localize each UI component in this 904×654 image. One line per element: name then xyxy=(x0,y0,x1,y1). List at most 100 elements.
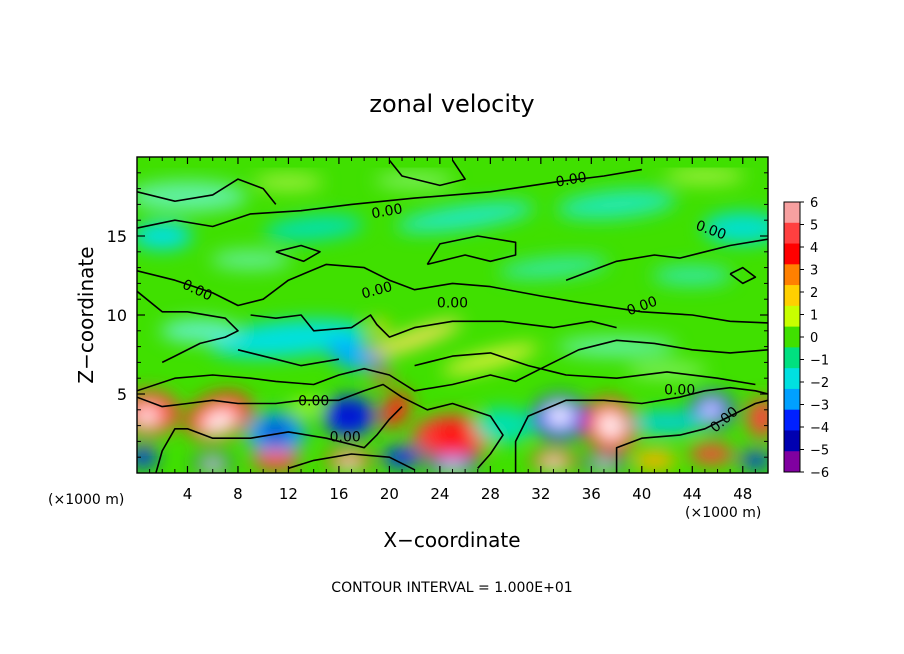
field-patch xyxy=(203,460,222,471)
x-tick-label: 44 xyxy=(683,485,702,503)
colorbar-swatch xyxy=(784,264,800,286)
contour-label: 0.00 xyxy=(370,201,403,222)
field-patch xyxy=(367,320,462,358)
x-tick-label: 48 xyxy=(733,485,752,503)
contour-line xyxy=(288,453,415,471)
colorbar-tick-label: 0 xyxy=(810,331,818,346)
field-patch xyxy=(556,336,677,357)
colorbar-swatch xyxy=(784,326,800,348)
colorbar-tick-label: −4 xyxy=(810,421,829,436)
zero-contours xyxy=(137,159,768,473)
field-patch xyxy=(291,400,324,413)
colorbar-tick-label: 6 xyxy=(810,196,818,211)
field-patch xyxy=(689,444,734,465)
x-tick-label: 8 xyxy=(233,485,243,503)
colorbar-swatch xyxy=(784,430,800,452)
velocity-field xyxy=(137,167,768,473)
y-tick-label: 10 xyxy=(107,306,127,325)
field-patch xyxy=(702,212,768,245)
x-tick-label: 32 xyxy=(531,485,550,503)
x-tick-label: 16 xyxy=(329,485,348,503)
colorbar-tick-label: 5 xyxy=(810,219,818,234)
field-patch xyxy=(253,174,324,191)
y-tick-label: 5 xyxy=(117,385,127,404)
field-patch xyxy=(326,338,377,371)
contour-line xyxy=(237,349,340,367)
contour-line xyxy=(155,406,403,473)
colorbar-swatch xyxy=(784,388,800,411)
field-patch xyxy=(261,421,290,442)
contour-line xyxy=(426,235,517,266)
field-patch xyxy=(137,180,248,213)
field-patch xyxy=(627,410,708,435)
field-patch xyxy=(597,412,623,440)
contour-line xyxy=(137,168,642,229)
x-unit-left: (×1000 m) xyxy=(48,492,124,508)
field-patch xyxy=(652,265,733,286)
contour-line xyxy=(615,399,768,473)
field-patch xyxy=(137,222,193,250)
contour-line xyxy=(137,290,239,364)
field-patch xyxy=(430,421,475,446)
field-patch xyxy=(339,458,360,469)
field-patch xyxy=(747,397,768,438)
contour-line xyxy=(514,386,768,473)
field-patch xyxy=(251,450,300,471)
colorbar-swatch xyxy=(784,409,800,431)
field-patch xyxy=(137,408,160,425)
colorbar-tick-label: −1 xyxy=(810,354,829,369)
colorbar-swatch xyxy=(784,347,800,369)
colorbar-tick-label: 3 xyxy=(810,264,818,279)
x-tick-label: 4 xyxy=(183,485,193,503)
y-tick-label: 15 xyxy=(107,227,127,246)
colorbar-tick-label: 2 xyxy=(810,286,818,301)
contour-line xyxy=(137,178,277,205)
contour-line xyxy=(250,314,617,338)
colorbar-swatch xyxy=(784,285,800,307)
field-patch xyxy=(137,447,158,468)
colorbar-swatch xyxy=(784,305,800,328)
contour-line xyxy=(388,159,466,187)
field-patch xyxy=(632,450,677,471)
field-patch xyxy=(210,249,291,270)
colorbar-tick-label: −2 xyxy=(810,376,829,391)
field-patch xyxy=(702,402,721,417)
x-tick-label: 20 xyxy=(380,485,399,503)
contour-line xyxy=(729,266,757,285)
contour-line xyxy=(137,339,768,392)
field-patch xyxy=(374,172,455,189)
field-patch xyxy=(664,167,745,184)
x-tick-label: 24 xyxy=(430,485,449,503)
contour-line xyxy=(275,244,321,263)
field-patch xyxy=(201,410,237,432)
field-patch xyxy=(395,201,535,233)
x-tick-label: 40 xyxy=(632,485,651,503)
x-axis-label: X−coordinate xyxy=(383,528,520,552)
field-patch xyxy=(498,256,609,279)
field-patch xyxy=(381,391,411,429)
x-tick-label: 36 xyxy=(582,485,601,503)
colorbar-tick-label: −5 xyxy=(810,444,829,459)
x-tick-label: 12 xyxy=(279,485,298,503)
contour-label: 0.00 xyxy=(298,393,329,409)
colorbar-swatch xyxy=(784,222,800,245)
y-axis-label: Z−coordinate xyxy=(74,246,98,383)
chart-title: zonal velocity xyxy=(369,90,534,118)
field-patch xyxy=(160,318,241,343)
colorbar: 6 5 4 3 2 1 0 −1 −2 −3 −4 −5 −6 xyxy=(783,196,829,481)
field-patch xyxy=(382,447,423,468)
field-patch xyxy=(543,458,564,469)
field-patch xyxy=(442,344,539,375)
field-patch xyxy=(545,406,574,427)
colorbar-tick-label: −6 xyxy=(810,466,829,481)
contour-interval-note: CONTOUR INTERVAL = 1.000E+01 xyxy=(331,580,572,596)
contour-label: 0.00 xyxy=(360,279,394,303)
colorbar-tick-label: 4 xyxy=(810,241,818,256)
colorbar-tick-label: 1 xyxy=(810,309,818,324)
field-patch xyxy=(739,452,768,469)
colorbar-swatch xyxy=(784,451,800,473)
plot-area: 0.000.000.000.00 0.000.00 0.000.000.000.00… xyxy=(137,157,768,473)
field-patch xyxy=(440,462,465,471)
x-unit-right: (×1000 m) xyxy=(685,505,761,521)
